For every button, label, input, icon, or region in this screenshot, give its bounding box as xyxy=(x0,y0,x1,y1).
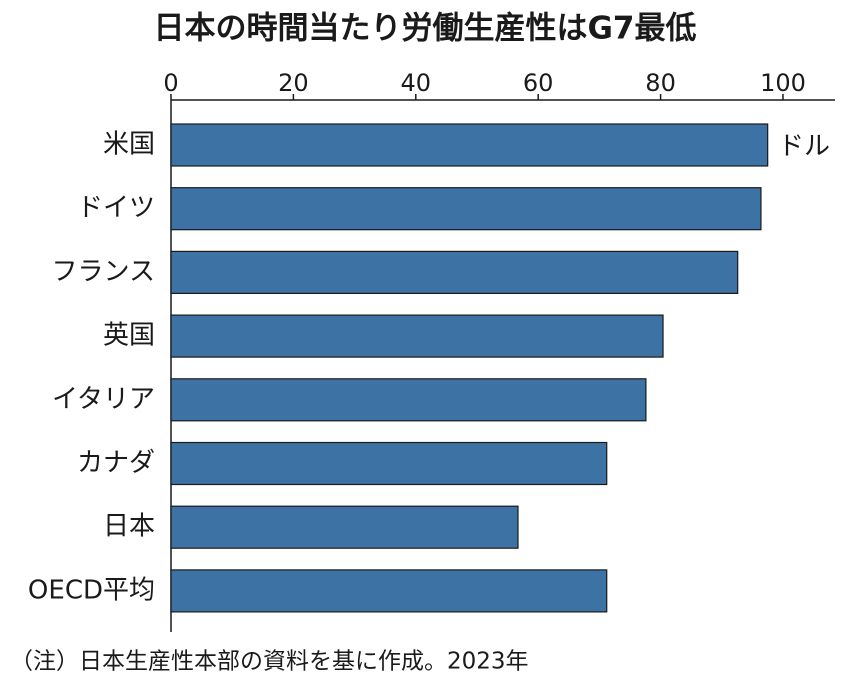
chart-title: 日本の時間当たり労働生産性はG7最低 xyxy=(153,11,696,47)
bar xyxy=(170,569,608,613)
bar xyxy=(170,314,664,358)
bar xyxy=(170,187,762,231)
y-tick-label: ドイツ xyxy=(77,193,155,223)
x-tick-label: 100 xyxy=(760,69,806,97)
y-tick-label: 日本 xyxy=(103,512,155,542)
note: （注）日本生産性本部の資料を基に作成。2023年 xyxy=(10,649,529,675)
x-tick-label: 60 xyxy=(523,69,554,97)
y-tick-label: イタリア xyxy=(52,384,155,414)
bar xyxy=(170,123,769,167)
y-tick-label: 英国 xyxy=(103,321,155,351)
x-tick-label: 0 xyxy=(163,69,178,97)
y-tick-label: フランス xyxy=(52,257,155,287)
y-tick-label: カナダ xyxy=(77,448,155,478)
x-tick-label: 20 xyxy=(278,69,309,97)
bar xyxy=(170,378,647,422)
unit-label: ドル xyxy=(778,132,830,162)
x-tick-label: 40 xyxy=(401,69,432,97)
bar xyxy=(170,505,519,549)
x-tick-label: 80 xyxy=(645,69,676,97)
bar xyxy=(170,250,739,294)
bar xyxy=(170,441,608,486)
y-tick-label: OECD平均 xyxy=(28,575,155,605)
y-tick-label: 米国 xyxy=(103,130,155,160)
